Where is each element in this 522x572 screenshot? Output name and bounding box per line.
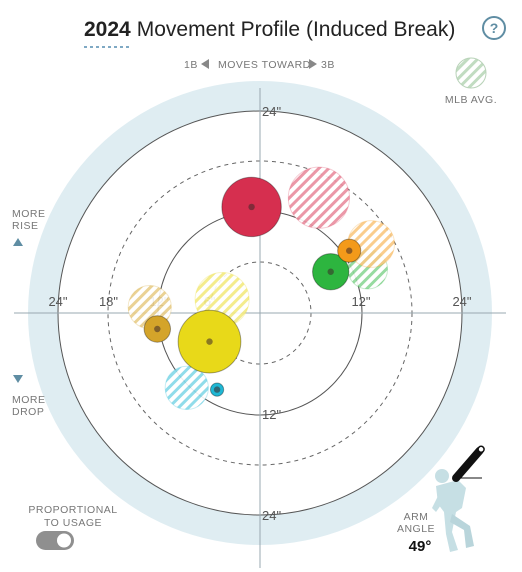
proportional-toggle[interactable] — [36, 531, 74, 550]
toggle-knob — [57, 533, 71, 548]
pitch-center-dot — [154, 325, 161, 333]
pitch-center-dot — [248, 203, 255, 211]
pitch-center-dot — [206, 338, 213, 345]
arrow-right-icon — [309, 59, 317, 69]
mlb-avg-mark — [287, 166, 351, 229]
more-drop-label-1: MORE — [12, 394, 46, 406]
pitch-marks — [143, 176, 362, 397]
pitch-mark[interactable] — [177, 309, 242, 374]
proportional-label-2: TO USAGE — [44, 517, 102, 529]
mlb-avg-label: MLB AVG. — [445, 94, 497, 106]
x-tick-label: 24" — [452, 294, 471, 309]
pitch-center-dot — [346, 247, 353, 254]
y-tick-label: 24" — [262, 508, 281, 523]
help-icon — [482, 16, 506, 40]
pitch-center-dot — [327, 268, 334, 275]
arrow-down-icon — [13, 375, 23, 383]
pitcher-figure-icon — [432, 445, 485, 552]
mlb-avg-mark — [164, 365, 209, 411]
y-tick-label: 24" — [262, 104, 281, 119]
y-tick-label: 12" — [262, 407, 281, 422]
pitch-mark[interactable] — [312, 253, 350, 291]
arm-angle-indicator — [452, 446, 484, 482]
help-label: ? — [490, 20, 499, 36]
mlb-avg-legend-swatch — [455, 57, 487, 89]
pitch-mark[interactable] — [337, 238, 362, 263]
arrow-left-icon — [201, 59, 209, 69]
arm-angle-label-1: ARM — [404, 511, 429, 523]
arm-angle-value: 49° — [409, 538, 432, 555]
more-rise-label-2: RISE — [12, 220, 39, 232]
arm-angle-label-2: ANGLE — [397, 523, 435, 535]
x-tick-label: 24" — [48, 294, 67, 309]
chart-title: 2024 Movement Profile (Induced Break) — [84, 18, 455, 41]
baseball-icon — [477, 445, 485, 454]
pitch-mark[interactable] — [221, 176, 282, 238]
pitch-mark[interactable] — [209, 382, 225, 397]
title-text: Movement Profile (Induced Break) — [137, 18, 456, 41]
more-rise-label-1: MORE — [12, 208, 46, 220]
arrow-up-icon — [13, 238, 23, 246]
title-year: 2024 — [84, 18, 131, 41]
x-tick-label: 18" — [99, 294, 118, 309]
proportional-label-1: PROPORTIONAL — [28, 504, 117, 516]
pitch-mark[interactable] — [143, 315, 172, 343]
pitch-center-dot — [213, 386, 221, 393]
x-tick-label: 12" — [351, 294, 370, 309]
direction-left-label: 1B — [184, 59, 198, 71]
more-drop-label-2: DROP — [12, 406, 44, 418]
help-button[interactable]: ? — [482, 16, 506, 40]
direction-right-label: 3B — [321, 59, 335, 71]
direction-center-label: MOVES TOWARD — [218, 59, 311, 71]
